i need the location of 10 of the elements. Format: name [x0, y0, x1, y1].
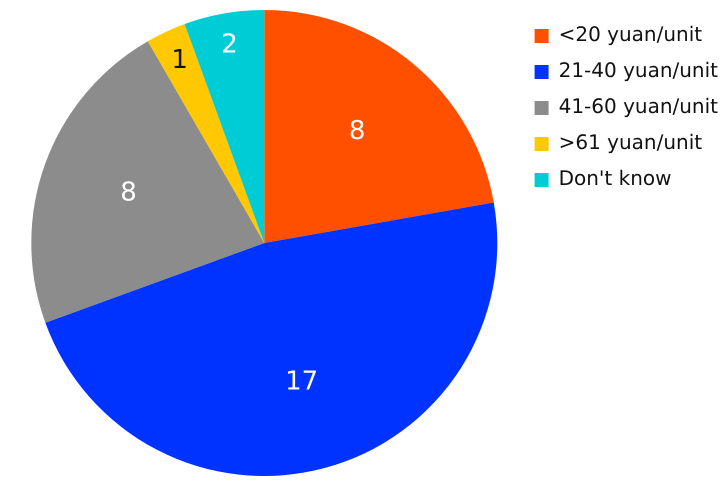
- data-label: 2: [221, 29, 238, 60]
- data-label: 1: [171, 45, 188, 76]
- legend-label: Don't know: [558, 166, 672, 190]
- legend-label: 41-60 yuan/unit: [558, 94, 718, 118]
- data-label: 8: [348, 116, 366, 146]
- legend-label: 21-40 yuan/unit: [558, 58, 718, 82]
- data-label: 8: [120, 177, 137, 208]
- legend-label: >61 yuan/unit: [558, 130, 702, 154]
- data-label: 17: [285, 366, 318, 396]
- legend-label: <20 yuan/unit: [558, 22, 702, 46]
